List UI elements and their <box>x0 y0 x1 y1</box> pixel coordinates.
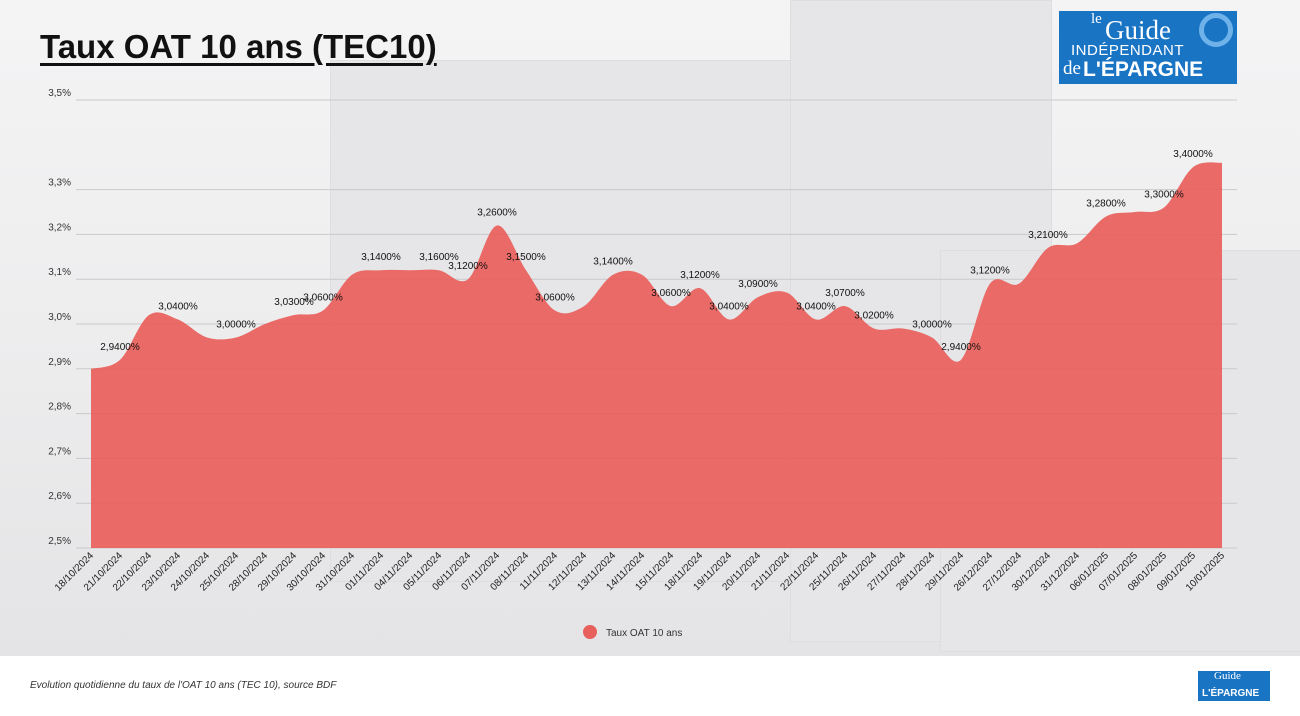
chart-area-series <box>91 162 1222 548</box>
data-label: 3,0600% <box>535 293 575 304</box>
legend-label: Taux OAT 10 ans <box>606 628 682 639</box>
data-label: 3,0700% <box>825 288 865 299</box>
data-label: 3,1400% <box>593 257 633 268</box>
logo-text-epargne: L'ÉPARGNE <box>1083 58 1204 81</box>
legend-swatch <box>583 625 597 639</box>
data-label: 3,0000% <box>912 319 952 330</box>
data-label: 3,0400% <box>796 302 836 313</box>
data-label: 3,1200% <box>970 266 1010 277</box>
y-tick-label: 2,5% <box>48 536 71 547</box>
footer-logo-text-epargne: L'ÉPARGNE <box>1202 688 1260 699</box>
series-area <box>91 162 1222 548</box>
logo-ring-icon <box>1199 13 1233 47</box>
area-chart: 2,5% 2,6% 2,7% 2,8% 2,9% 3,0% 3,1% 3,2% 3,3% 3,5%… <box>48 88 1237 639</box>
data-label: 3,0600% <box>303 293 343 304</box>
logo-text-le: le <box>1091 11 1102 27</box>
data-label: 3,1400% <box>361 252 401 263</box>
data-label: 3,1500% <box>506 252 546 263</box>
logo-text-de: de <box>1063 58 1081 79</box>
data-label: 3,1600% <box>419 252 459 263</box>
logo-text-guide: Guide <box>1105 15 1171 45</box>
data-label: 3,1200% <box>680 270 720 281</box>
data-label: 3,3000% <box>1144 190 1184 201</box>
data-label: 3,0400% <box>158 302 198 313</box>
data-label: 3,1200% <box>448 261 488 272</box>
data-label: 3,2100% <box>1028 230 1068 241</box>
chart-caption: Evolution quotidienne du taux de l'OAT 1… <box>30 680 337 691</box>
data-label: 3,0200% <box>854 310 894 321</box>
x-axis: 18/10/202421/10/202422/10/202423/10/2024… <box>53 550 1227 593</box>
footer-logo: Guide L'ÉPARGNE <box>1198 671 1270 701</box>
data-label: 3,4000% <box>1173 149 1213 160</box>
y-tick-label: 2,8% <box>48 402 71 413</box>
data-label: 3,0000% <box>216 319 256 330</box>
footer: Evolution quotidienne du taux de l'OAT 1… <box>0 656 1300 716</box>
y-tick-label: 3,1% <box>48 267 71 278</box>
chart-legend: Taux OAT 10 ans <box>583 625 682 639</box>
y-axis: 2,5% 2,6% 2,7% 2,8% 2,9% 3,0% 3,1% 3,2% 3,3% 3,5% <box>48 88 71 547</box>
data-label: 2,9400% <box>941 342 981 353</box>
page-title: Taux OAT 10 ans (TEC10) <box>40 28 437 65</box>
y-tick-label: 2,7% <box>48 446 71 457</box>
data-label: 3,2600% <box>477 207 517 218</box>
data-label: 2,9400% <box>100 342 140 353</box>
y-tick-label: 2,9% <box>48 357 71 368</box>
y-tick-label: 3,2% <box>48 222 71 233</box>
data-label: 3,2800% <box>1086 198 1126 209</box>
y-tick-label: 3,5% <box>48 88 71 99</box>
y-tick-label: 2,6% <box>48 491 71 502</box>
data-label: 3,0300% <box>274 297 314 308</box>
y-tick-label: 3,0% <box>48 312 71 323</box>
brand-logo: le Guide INDÉPENDANT de L'ÉPARGNE <box>1059 11 1237 84</box>
logo-text-independant: INDÉPENDANT <box>1071 42 1185 59</box>
data-label: 3,0900% <box>738 279 778 290</box>
y-tick-label: 3,3% <box>48 178 71 189</box>
footer-logo-text-guide: Guide <box>1214 671 1241 682</box>
data-labels: 2,9400%3,0400%3,0000%3,0300%3,0600%3,140… <box>100 149 1213 353</box>
data-label: 3,0400% <box>709 302 749 313</box>
data-label: 3,0600% <box>651 288 691 299</box>
